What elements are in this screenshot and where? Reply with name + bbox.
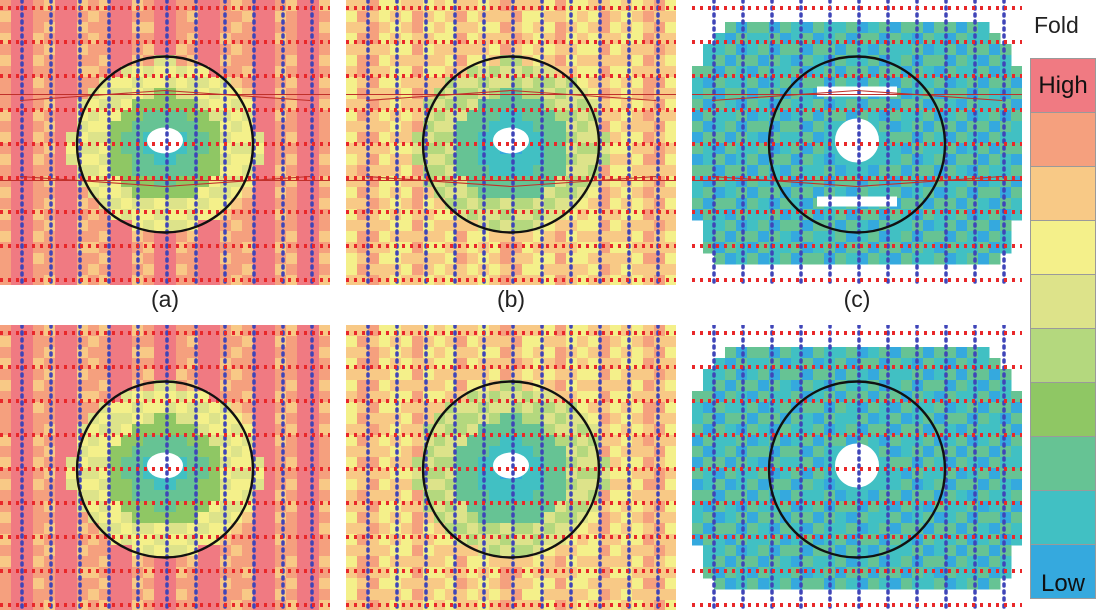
fold-map-a-bottom xyxy=(0,325,330,610)
colorbar-swatch xyxy=(1030,544,1096,599)
fold-map-panel-b-top xyxy=(346,0,676,285)
center-gap xyxy=(147,127,183,154)
center-gap xyxy=(493,127,529,154)
colorbar-swatch xyxy=(1030,490,1096,545)
aperture-circle xyxy=(767,380,947,559)
aperture-circle xyxy=(767,55,947,234)
receiver-lines xyxy=(712,0,1006,285)
legend-title: Fold xyxy=(1034,12,1079,38)
fold-map-c-bottom xyxy=(692,325,1022,610)
center-gap xyxy=(147,452,183,479)
panel-label-a: (a) xyxy=(150,286,180,312)
receiver-lines xyxy=(366,325,660,610)
aperture-circle xyxy=(75,55,255,234)
colorbar-swatch xyxy=(1030,274,1096,329)
aperture-circle xyxy=(421,380,601,559)
gap-stripe xyxy=(817,196,897,207)
panel-label-b: (b) xyxy=(496,286,526,312)
panel-label-c: (c) xyxy=(843,286,871,312)
colorbar-swatch xyxy=(1030,382,1096,437)
fold-map-panel-a-top xyxy=(0,0,330,285)
fold-map-panel-a-bottom xyxy=(0,325,330,610)
fold-map-a-top xyxy=(0,0,330,285)
gap-stripe xyxy=(817,86,897,97)
ray-lines xyxy=(346,89,676,188)
legend-low-label: Low xyxy=(1040,570,1086,597)
legend-high-label: High xyxy=(1038,72,1088,99)
fold-map-c-top xyxy=(692,0,1022,285)
colorbar-swatch xyxy=(1030,436,1096,491)
center-gap xyxy=(835,443,879,488)
fold-map-b-bottom xyxy=(346,325,676,610)
center-gap xyxy=(493,452,529,479)
colorbar-swatch xyxy=(1030,220,1096,275)
ray-lines xyxy=(692,89,1022,188)
fold-map-panel-b-bottom xyxy=(346,325,676,610)
colorbar-swatch xyxy=(1030,112,1096,167)
fold-map-panel-c-bottom xyxy=(692,325,1022,610)
aperture-circle xyxy=(75,380,255,559)
fold-map-b-top xyxy=(346,0,676,285)
colorbar-swatch xyxy=(1030,166,1096,221)
center-gap xyxy=(835,118,879,163)
fold-map-panel-c-top xyxy=(692,0,1022,285)
fold-colorbar xyxy=(1030,58,1096,599)
colorbar-swatch xyxy=(1030,328,1096,383)
aperture-circle xyxy=(421,55,601,234)
